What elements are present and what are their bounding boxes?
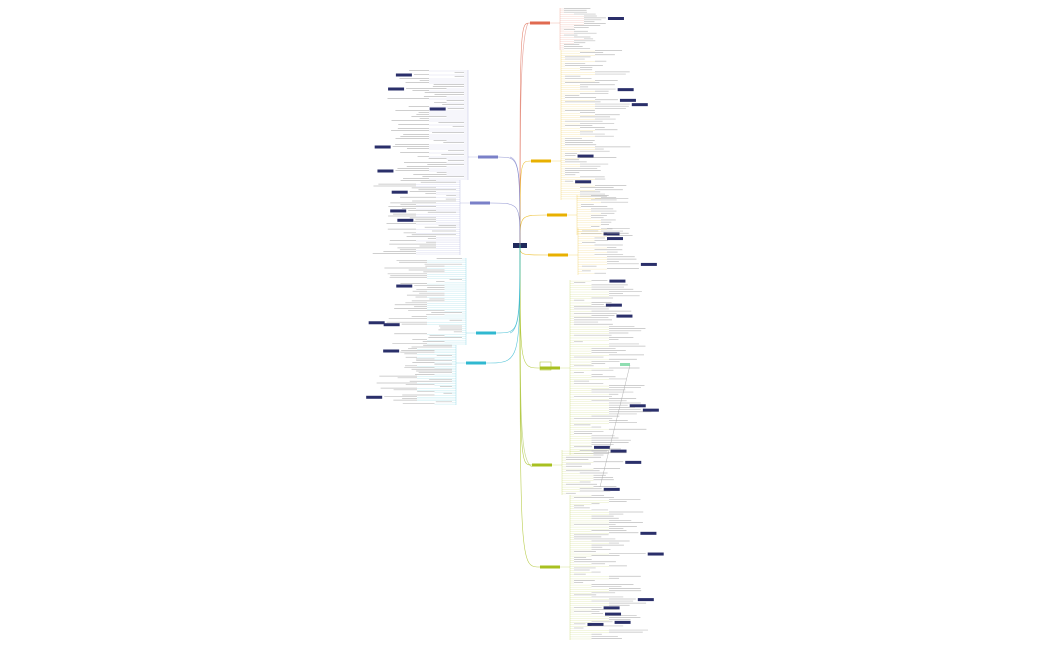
highlight-node — [390, 209, 407, 213]
branch-line — [497, 156, 521, 246]
branch-node — [547, 213, 567, 217]
highlight-node — [642, 408, 659, 412]
branch-line — [485, 244, 521, 364]
branch-line — [489, 202, 521, 246]
highlight-node — [577, 154, 594, 158]
highlight-node — [607, 17, 624, 20]
branch-node — [540, 565, 560, 569]
note-box — [539, 361, 552, 371]
highlight-node — [640, 262, 657, 266]
highlight-node — [610, 449, 627, 453]
highlight-node — [603, 232, 620, 236]
highlight-node — [607, 237, 624, 241]
highlight-node — [594, 445, 611, 449]
highlight-node — [396, 284, 413, 288]
branch-node — [466, 361, 486, 365]
highlight-node — [377, 169, 394, 173]
highlight-node — [395, 73, 412, 77]
highlight-node — [605, 303, 622, 307]
branch-node — [532, 463, 552, 467]
highlight-node — [614, 620, 631, 624]
highlight-node — [647, 552, 664, 556]
branch-node — [531, 159, 551, 163]
branch-node — [470, 201, 490, 205]
branch-line — [519, 22, 531, 246]
highlight-node — [603, 487, 620, 491]
highlight-node — [397, 218, 414, 222]
highlight-node — [609, 279, 626, 283]
highlight-node — [383, 349, 400, 353]
branch-node — [540, 366, 560, 370]
cross-link — [599, 364, 631, 488]
highlight-node — [388, 87, 405, 91]
highlight-node — [617, 88, 634, 92]
highlight-node — [391, 190, 408, 194]
highlight-node — [605, 612, 622, 616]
highlight-node — [603, 606, 620, 610]
highlight-node — [629, 404, 646, 408]
highlight-node — [383, 323, 400, 327]
branch-node — [478, 155, 498, 159]
highlight-node — [616, 314, 633, 318]
branch-line — [519, 244, 541, 568]
highlight-node — [587, 622, 604, 626]
highlight-node — [366, 395, 383, 399]
side-node — [620, 363, 630, 366]
branch-node — [530, 21, 550, 25]
highlight-node — [619, 98, 636, 102]
highlight-node — [368, 321, 385, 325]
highlight-node — [637, 598, 654, 602]
highlight-node — [575, 180, 592, 184]
highlight-node — [631, 103, 648, 107]
highlight-node — [625, 460, 642, 464]
highlight-node — [429, 107, 446, 111]
branch-node — [476, 331, 496, 335]
highlight-node — [374, 145, 391, 149]
highlight-node — [640, 531, 657, 535]
branch-node — [548, 253, 568, 257]
